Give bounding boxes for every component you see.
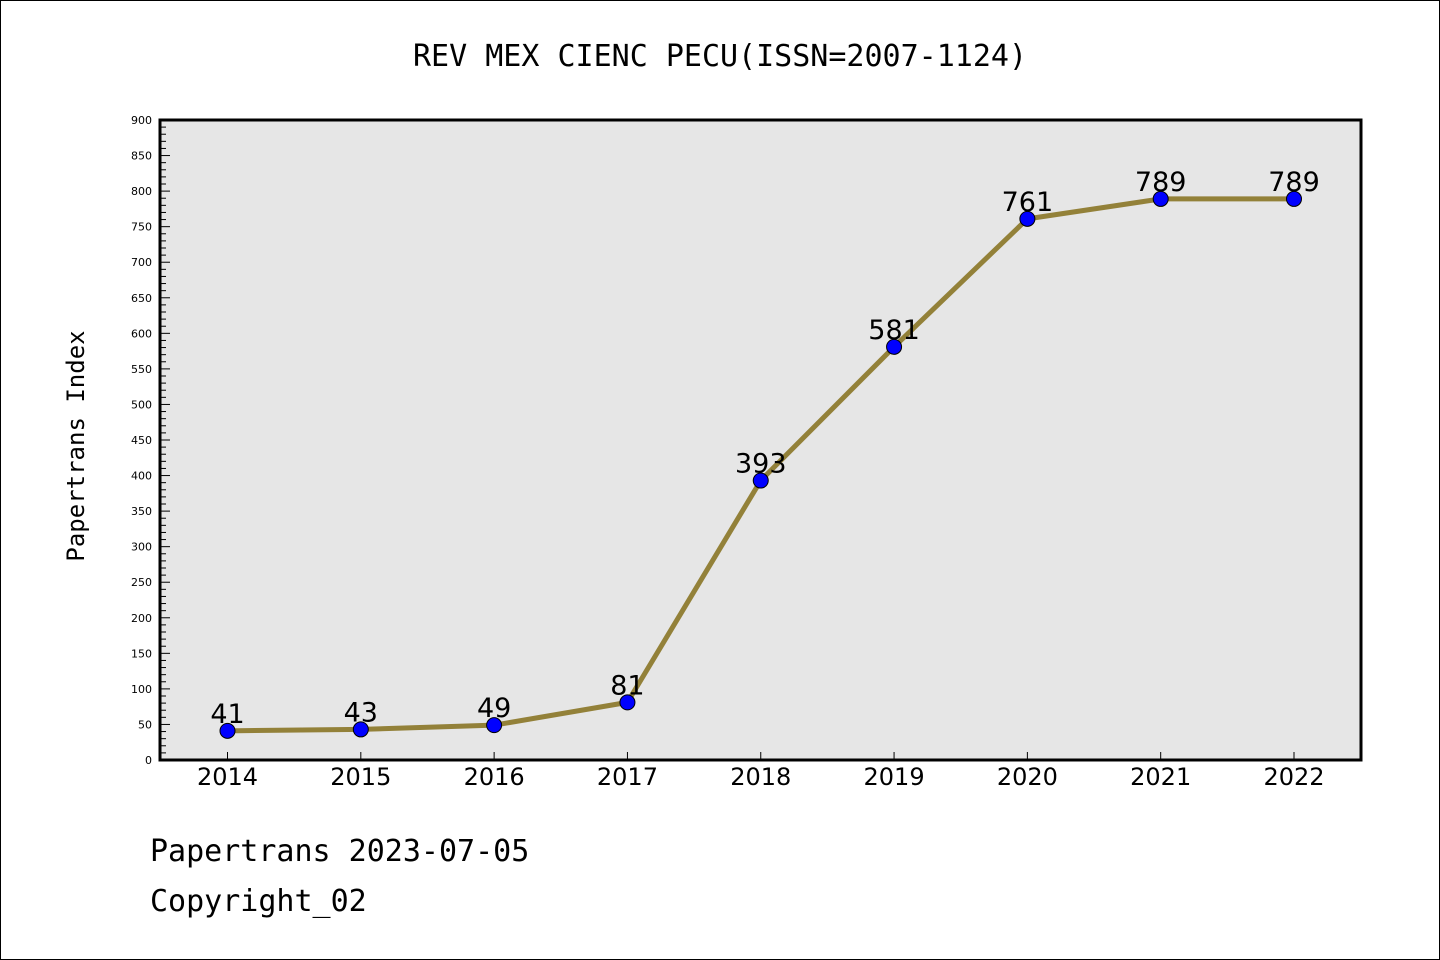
y-tick-label: 500: [131, 398, 152, 411]
data-point: [886, 338, 903, 355]
y-tick-label: 150: [131, 647, 152, 660]
y-tick-label: 250: [131, 576, 152, 589]
y-tick-label: 200: [131, 612, 152, 625]
data-label: 581: [868, 315, 920, 346]
x-tick-label: 2019: [864, 763, 925, 791]
footer-date: Papertrans 2023-07-05: [150, 834, 530, 869]
data-label: 41: [210, 699, 244, 730]
data-label: 49: [477, 693, 511, 724]
data-label: 789: [1135, 167, 1187, 198]
data-point: [352, 721, 369, 738]
plot-border: [158, 118, 1363, 762]
data-label: 81: [610, 670, 644, 701]
y-tick-label: 300: [131, 541, 152, 554]
data-point: [219, 722, 236, 739]
x-tick-label: 2016: [464, 763, 525, 791]
y-tick-label: 550: [131, 363, 152, 376]
data-label: 43: [344, 697, 378, 728]
y-tick-label: 750: [131, 221, 152, 234]
footer-copyright: Copyright_02: [150, 884, 367, 919]
data-point: [486, 717, 503, 734]
x-tick-label: 2014: [197, 763, 258, 791]
y-tick-label: 350: [131, 505, 152, 518]
y-tick-label: 600: [131, 327, 152, 340]
y-tick-label: 100: [131, 683, 152, 696]
y-tick-label: 450: [131, 434, 152, 447]
x-tick-label: 2021: [1130, 763, 1191, 791]
y-tick-label: 0: [145, 754, 152, 767]
x-tick-label: 2020: [997, 763, 1058, 791]
data-point: [752, 472, 769, 489]
plot-area: 0 50 100 150 200 250 300 350 400 450 500 550 600 650 7…: [131, 114, 1363, 791]
y-tick-label: 850: [131, 150, 152, 163]
y-tick-label: 50: [138, 718, 152, 731]
y-tick-label: 400: [131, 470, 152, 483]
data-point: [1286, 190, 1302, 207]
y-tick-label: 700: [131, 256, 152, 269]
data-label: 761: [1002, 187, 1054, 218]
data-point: [1152, 190, 1169, 207]
x-tick-label: 2015: [330, 763, 391, 791]
y-axis-label: Papertrans Index: [62, 330, 90, 561]
data-point: [619, 694, 636, 711]
plot-background: [160, 120, 1361, 760]
data-label: 789: [1268, 167, 1320, 198]
y-tick-label: 650: [131, 292, 152, 305]
x-tick-label: 2017: [597, 763, 658, 791]
data-point: [1019, 210, 1036, 227]
y-tick-label: 800: [131, 185, 152, 198]
x-tick-label: 2022: [1263, 763, 1324, 791]
chart-title: REV MEX CIENC PECU(ISSN=2007-1124): [413, 39, 1027, 74]
x-tick-label: 2018: [730, 763, 791, 791]
y-tick-label: 900: [131, 114, 152, 127]
data-label: 393: [735, 449, 787, 480]
